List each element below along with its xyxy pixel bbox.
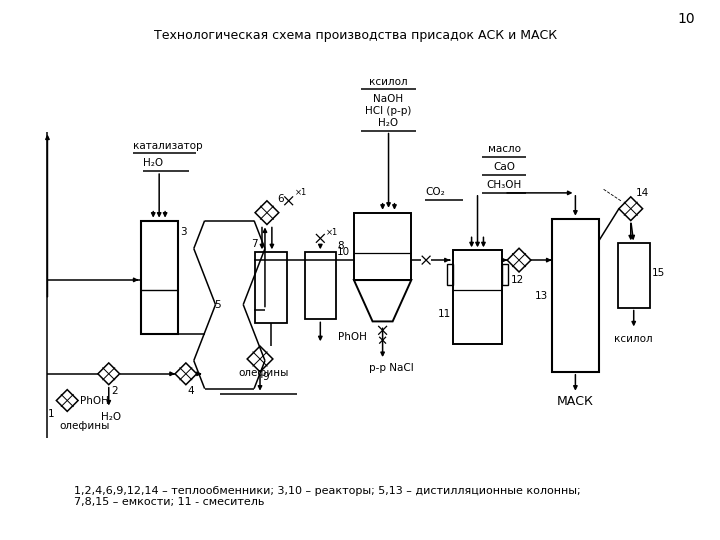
Text: олефины: олефины [59, 421, 109, 431]
Text: H₂O: H₂O [101, 413, 121, 422]
Bar [255, 252, 287, 323]
Bar [305, 252, 336, 320]
Text: CaO: CaO [493, 162, 516, 172]
Bar [453, 250, 503, 344]
Bar [141, 220, 178, 334]
Text: 11: 11 [438, 309, 451, 320]
Text: PhOH: PhOH [338, 332, 367, 342]
Text: 14: 14 [636, 188, 649, 198]
Text: PhOH: PhOH [80, 395, 109, 406]
Text: 12: 12 [511, 275, 524, 285]
Text: 10: 10 [337, 247, 350, 257]
Text: 9: 9 [262, 372, 269, 382]
Text: 13: 13 [534, 291, 548, 301]
Text: NaOH: NaOH [374, 94, 404, 104]
Text: МАСК: МАСК [557, 395, 594, 408]
Text: 10: 10 [678, 12, 695, 26]
Text: ксилол: ксилол [614, 334, 653, 344]
Text: ×1: ×1 [294, 188, 307, 198]
Text: 8: 8 [337, 241, 343, 251]
Text: 2: 2 [112, 386, 118, 396]
Text: 5: 5 [215, 300, 221, 309]
Text: CO₂: CO₂ [425, 187, 445, 197]
Text: H₂O: H₂O [143, 158, 163, 168]
Text: 1,2,4,6,9,12,14 – теплообменники; 3,10 – реакторы; 5,13 – дистилляционные колонн: 1,2,4,6,9,12,14 – теплообменники; 3,10 –… [74, 485, 581, 507]
Bar [354, 213, 411, 280]
Bar [447, 264, 453, 285]
Bar [552, 219, 599, 372]
Text: H₂O: H₂O [379, 118, 399, 127]
Text: р-р NaCl: р-р NaCl [369, 363, 413, 373]
Text: ксилол: ксилол [369, 77, 408, 87]
Text: Технологическая схема производства присадок АСК и МАСК: Технологическая схема производства приса… [154, 29, 557, 42]
Text: 3: 3 [180, 227, 186, 238]
Text: масло: масло [487, 144, 521, 154]
Bar [618, 244, 649, 308]
Text: 7: 7 [251, 239, 258, 249]
Bar [503, 264, 508, 285]
Text: CH₃OH: CH₃OH [487, 180, 522, 190]
Text: 4: 4 [188, 386, 194, 396]
Text: HCl (р-р): HCl (р-р) [365, 106, 412, 116]
Text: катализатор: катализатор [133, 141, 203, 151]
Text: 1: 1 [48, 409, 54, 420]
Text: 6: 6 [276, 194, 284, 204]
Text: 15: 15 [652, 268, 665, 278]
Text: олефины: олефины [238, 368, 289, 378]
Text: ×1: ×1 [326, 228, 338, 237]
